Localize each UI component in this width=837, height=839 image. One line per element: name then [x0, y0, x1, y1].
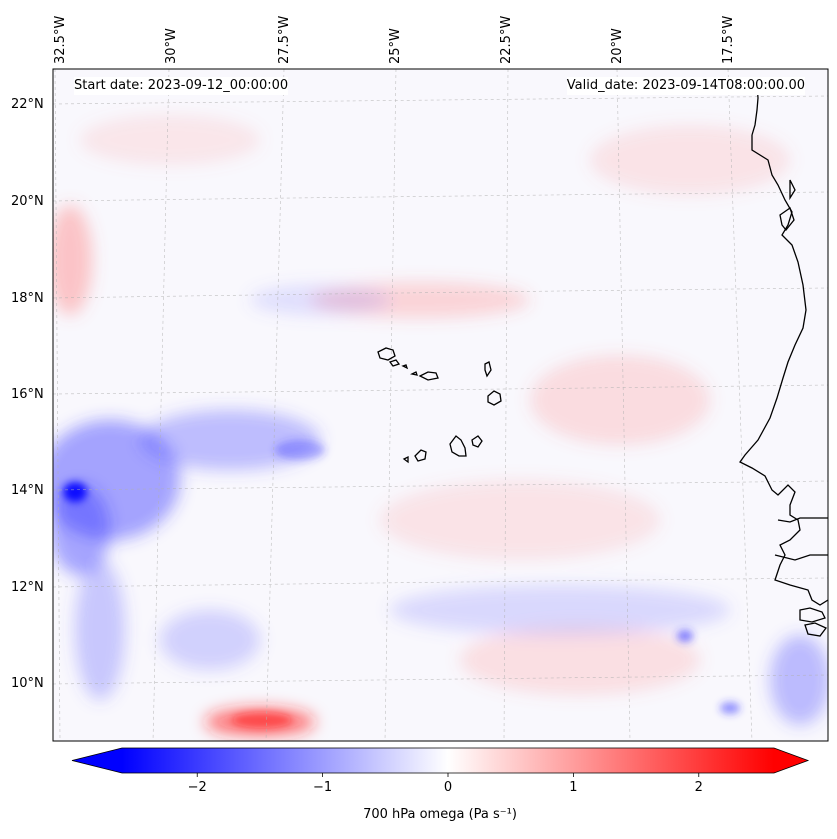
lat-label-16n: 16°N: [11, 387, 44, 402]
omega-field: [53, 115, 828, 736]
colorbar: [71, 747, 810, 777]
lat-label-22n: 22°N: [11, 97, 44, 112]
valid-date-label: Valid_date: 2023-09-14T08:00:00.00: [566, 77, 805, 95]
graticule: [53, 69, 828, 741]
colorbar-outline: [71, 747, 810, 774]
lon-label-32-5w: 32.5°W: [53, 15, 68, 64]
lon-label-22-5w: 22.5°W: [499, 15, 514, 64]
lat-label-14n: 14°N: [11, 483, 44, 498]
colorbar-extend-max: [774, 748, 808, 773]
colorbar-tick-label: −2: [187, 780, 207, 795]
lon-label-20w: 20°W: [610, 28, 625, 64]
lon-label-27-5w: 27.5°W: [277, 15, 292, 64]
start-date-label: Start date: 2023-09-12_00:00:00: [74, 77, 289, 95]
lon-label-30w: 30°W: [164, 28, 179, 64]
lat-label-20n: 20°N: [11, 194, 44, 209]
lat-label-18n: 18°N: [11, 291, 44, 306]
colorbar-label: 700 hPa omega (Pa s⁻¹): [363, 807, 517, 822]
map-panel: [53, 69, 828, 741]
colorbar-fill: [122, 748, 774, 773]
lon-label-17-5w: 17.5°W: [721, 15, 736, 64]
colorbar-tick-label: −1: [313, 780, 333, 795]
colorbar-tick-label: 0: [443, 780, 453, 795]
map-frame: [52, 68, 829, 742]
colorbar-extend-min: [72, 748, 122, 773]
cape-verde-islands: [377, 347, 396, 361]
colorbar-tick-label: 1: [569, 780, 578, 795]
colorbar-ticks: [196, 773, 700, 777]
colorbar-tick-label: 2: [694, 780, 703, 795]
lat-label-12n: 12°N: [11, 580, 44, 595]
lat-label-10n: 10°N: [11, 676, 44, 691]
lon-label-25w: 25°W: [388, 28, 403, 64]
